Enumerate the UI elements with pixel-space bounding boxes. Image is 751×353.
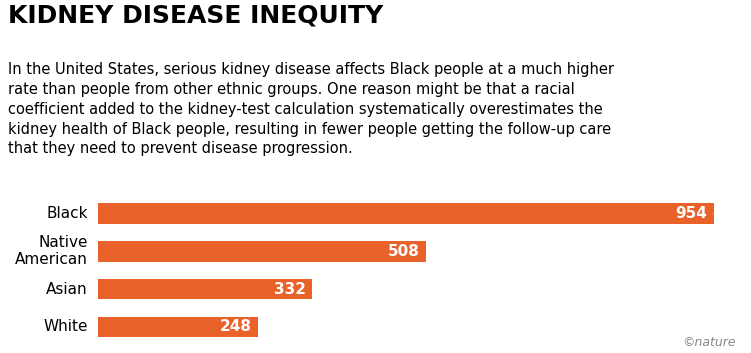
Text: 248: 248 (219, 319, 252, 334)
Text: 954: 954 (675, 206, 707, 221)
Text: cases per million people: cases per million people (708, 206, 751, 221)
Text: ©nature: ©nature (683, 336, 736, 349)
Text: 508: 508 (388, 244, 419, 258)
Bar (98, 241, 426, 262)
Text: 332: 332 (273, 282, 306, 297)
Bar (98, 317, 258, 337)
Text: In the United States, serious kidney disease affects Black people at a much high: In the United States, serious kidney dis… (8, 62, 614, 156)
Bar (98, 279, 312, 299)
Bar (98, 203, 713, 223)
Text: KIDNEY DISEASE INEQUITY: KIDNEY DISEASE INEQUITY (8, 4, 383, 28)
